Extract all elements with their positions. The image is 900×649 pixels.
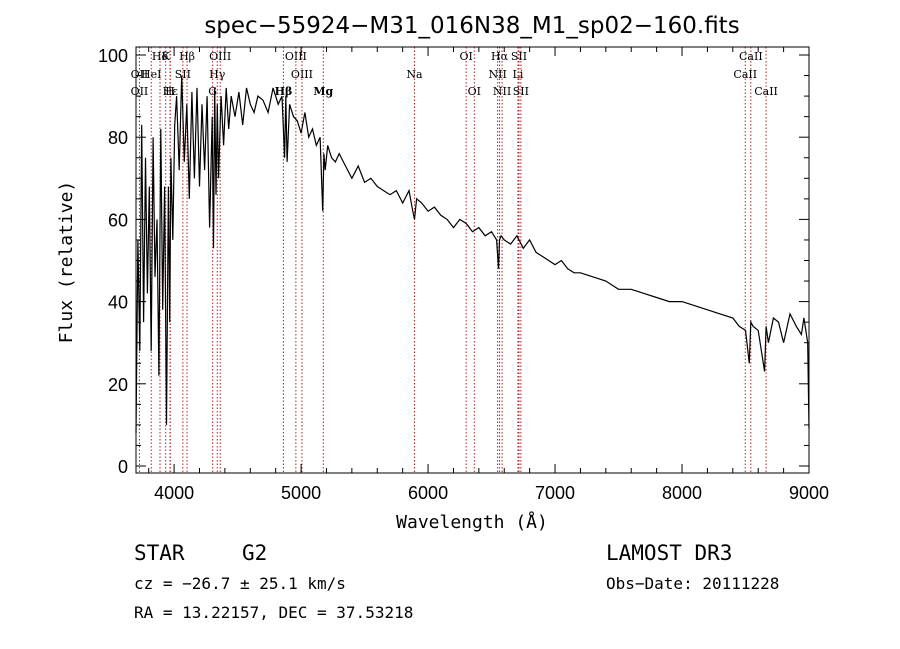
line-label-ha: Hα [491, 50, 509, 63]
line-label-he: Hε [163, 85, 179, 98]
line-label-na: Na [406, 68, 423, 81]
x-tick-label: 6000 [408, 483, 448, 503]
line-label-nii-b: NII [493, 85, 511, 98]
line-label-hd: Hδ [152, 50, 169, 63]
chart-title: spec−55924−M31_016N38_M1_sp02−160.fits [204, 13, 739, 39]
line-label-sii-a: SII [511, 50, 527, 63]
x-tick-label: 7000 [535, 483, 575, 503]
y-axis-label: Flux (relative) [56, 181, 77, 344]
spectrum-line [135, 75, 810, 434]
line-label-mg: Mg [313, 85, 333, 98]
line-label-oii-b: OII [131, 85, 149, 98]
y-tick-label: 20 [108, 375, 128, 395]
line-label-h: H [165, 85, 175, 98]
line-label-oi-b: OI [468, 85, 481, 98]
y-tick-label: 40 [108, 293, 128, 313]
redshift-velocity: cz = −26.7 ± 25.1 km/s [134, 574, 346, 593]
line-label-li: Li [513, 68, 524, 81]
y-tick-label: 80 [108, 128, 128, 148]
x-tick-label: 9000 [789, 483, 829, 503]
observation-date: Obs−Date: 20111228 [606, 574, 779, 593]
plot-frame [135, 46, 810, 474]
object-class: STAR [134, 541, 185, 565]
line-label-caii-a: CaII [739, 50, 763, 63]
line-label-sii-b: SII [175, 68, 191, 81]
line-label-caii-c: CaII [754, 85, 778, 98]
line-label-nii-a: NII [488, 68, 506, 81]
line-label-oii: OII [131, 68, 149, 81]
y-axis-ticks: 0 20 40 60 80 100 [98, 46, 809, 477]
y-tick-label: 100 [98, 46, 128, 66]
x-axis-ticks: 4000 5000 6000 7000 8000 9000 [148, 47, 829, 503]
survey-name: LAMOST DR3 [606, 541, 732, 565]
y-tick-label: 0 [118, 457, 128, 477]
line-label-hg: Hγ [209, 68, 226, 81]
line-label-k: K [162, 50, 171, 63]
line-label-oiii-b: OIII [285, 50, 307, 63]
x-axis-label: Wavelength (Å) [396, 511, 548, 533]
coordinates: RA = 13.22157, DEC = 37.53218 [134, 603, 413, 622]
line-label-hb: Hβ [179, 50, 195, 63]
line-label-hb2: Hβ [275, 85, 293, 98]
line-label-hei: HeI [141, 68, 161, 81]
line-label-sii-c: SII [513, 85, 529, 98]
line-label-oi-a: OI [459, 50, 472, 63]
x-tick-label: 5000 [281, 483, 321, 503]
line-label-oiii-a: OIII [209, 50, 231, 63]
x-tick-label: 8000 [662, 483, 702, 503]
y-tick-label: 60 [108, 210, 128, 230]
line-label-g: G [208, 85, 217, 98]
object-subclass: G2 [242, 541, 267, 565]
x-tick-label: 4000 [154, 483, 194, 503]
line-label-oiii-c: OIII [291, 68, 313, 81]
line-label-caii-b: CaII [733, 68, 757, 81]
